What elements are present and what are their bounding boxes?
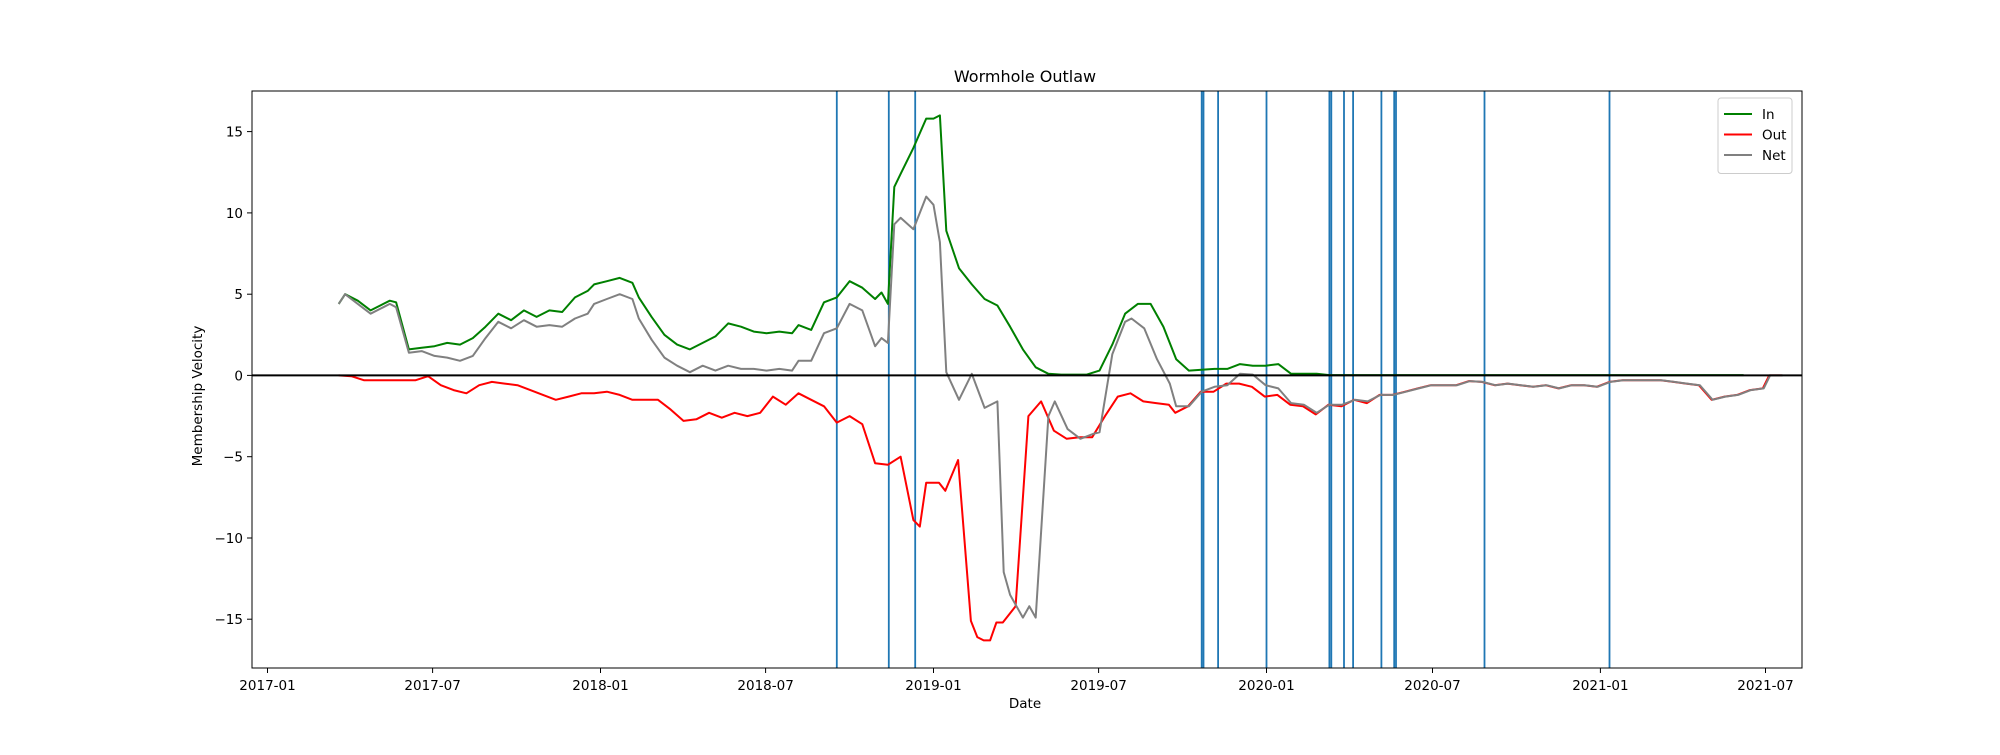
y-tick-label: 0	[234, 368, 243, 384]
series-lines	[337, 114, 1783, 642]
series-line-net	[337, 195, 1783, 619]
x-axis-ticks: 2017-01 2017-07 2018-01 2018-07 2019-01 2019-…	[239, 668, 1794, 694]
x-tick-label: 2019-07	[1070, 678, 1126, 694]
legend-label-out: Out	[1762, 128, 1786, 144]
y-tick-label: 10	[226, 206, 243, 222]
y-tick-label: −10	[215, 531, 244, 547]
x-tick-label: 2017-07	[404, 678, 460, 694]
plot-frame	[251, 90, 1803, 669]
x-tick-label: 2020-01	[1238, 678, 1294, 694]
y-tick-label: −5	[223, 450, 243, 466]
legend-label-in: In	[1762, 107, 1775, 123]
y-tick-label: 15	[226, 125, 243, 141]
chart-title: Wormhole Outlaw	[954, 67, 1096, 86]
legend: In Out Net	[1717, 97, 1793, 174]
x-tick-label: 2018-01	[572, 678, 628, 694]
y-axis-ticks: 15 10 5 0 −5 −10 −15	[215, 125, 252, 628]
event-lines	[835, 91, 1611, 668]
x-tick-label: 2017-01	[239, 678, 295, 694]
x-tick-label: 2018-07	[737, 678, 793, 694]
x-tick-label: 2019-01	[905, 678, 961, 694]
legend-label-net: Net	[1762, 148, 1786, 164]
y-tick-label: −15	[215, 612, 244, 628]
x-tick-label: 2020-07	[1404, 678, 1460, 694]
y-axis-label: Membership Velocity	[190, 326, 206, 467]
x-tick-label: 2021-07	[1737, 678, 1793, 694]
x-tick-label: 2021-01	[1572, 678, 1628, 694]
y-tick-label: 5	[234, 287, 243, 303]
x-axis-label: Date	[1009, 696, 1041, 712]
series-line-in	[337, 114, 1744, 377]
